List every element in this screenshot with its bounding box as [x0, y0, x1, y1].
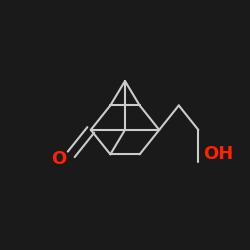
Text: OH: OH: [203, 145, 234, 163]
Text: O: O: [51, 150, 66, 168]
